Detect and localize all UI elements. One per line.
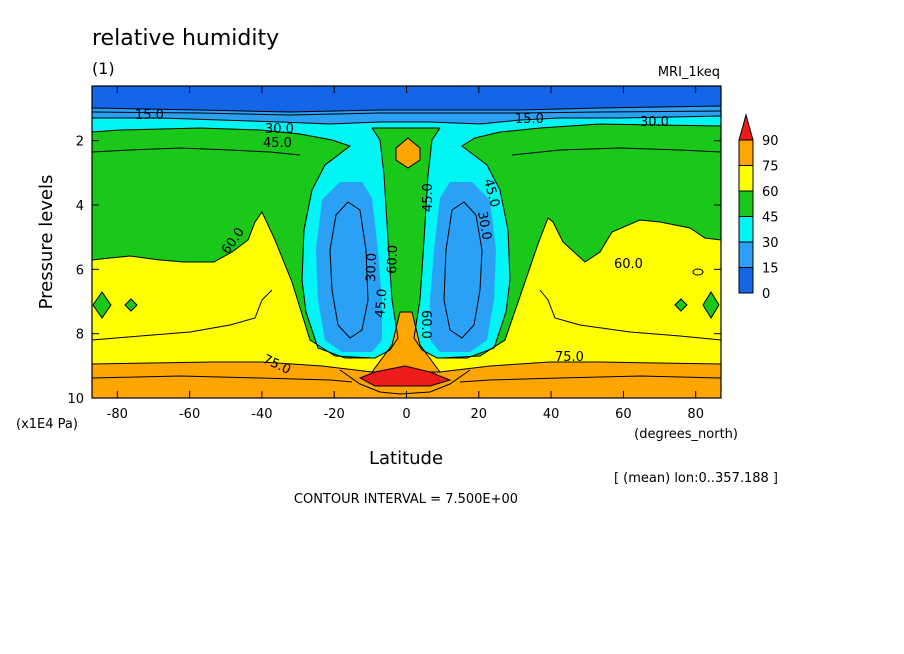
colorbar-label: 90	[762, 134, 779, 149]
colorbar-swatch	[738, 216, 754, 243]
colorbar-label: 0	[762, 287, 770, 302]
band-15-30-right	[430, 182, 496, 352]
diamond-left-small	[124, 298, 138, 312]
contour-label: 60.0	[418, 310, 433, 339]
x-tick-label: 60	[615, 407, 632, 422]
band-45-60	[92, 86, 721, 358]
diamond-left-large	[92, 291, 112, 319]
colorbar-swatch	[738, 241, 754, 268]
contour-interval: CONTOUR INTERVAL = 7.500E+00	[294, 492, 518, 507]
humidity-field: 15.0 15.0 30.0 30.0 45.0 45.0 45.0 45.0 …	[92, 86, 721, 398]
y-tick-label: 6	[76, 263, 84, 278]
y-tick-label: 4	[76, 199, 84, 214]
axes: -80 -60 -40 -20 0 20 40 60 80 2 4 6 8 10	[67, 86, 721, 422]
contour-label: 60.0	[614, 257, 643, 272]
chart-subtitle: (1)	[92, 59, 115, 78]
x-tick-label: 80	[687, 407, 704, 422]
contour-label: 45.0	[263, 136, 292, 151]
x-tick-label: 0	[402, 407, 410, 422]
x-axis-label: Latitude	[369, 448, 443, 469]
inner-contour-left	[329, 201, 369, 339]
contour-label: 30.0	[364, 253, 380, 282]
x-tick-label: -80	[107, 407, 128, 422]
colorbar-label: 45	[762, 211, 779, 226]
contour-label: 45.0	[421, 183, 436, 212]
contour-label: 75.0	[555, 350, 584, 365]
band-15-30-left	[316, 182, 382, 352]
contour-label: 15.0	[515, 112, 544, 127]
x-axis-unit: (degrees_north)	[634, 427, 738, 442]
contour-label: 45.0	[373, 288, 390, 318]
y-tick-label: 8	[76, 328, 84, 343]
contour-label: 30.0	[640, 115, 669, 130]
footer-note: [ (mean) lon:0..357.188 ]	[614, 471, 778, 486]
contour-label: 45.0	[480, 177, 502, 209]
diamond-right-large	[702, 291, 720, 319]
x-tick-label: -40	[251, 407, 272, 422]
colorbar-label: 15	[762, 262, 779, 277]
inner-contour-right	[443, 201, 483, 339]
colorbar: 0 15 30 45 60 75 90	[738, 113, 779, 302]
x-tick-label: 40	[543, 407, 560, 422]
x-tick-label: 20	[471, 407, 488, 422]
ring-right	[692, 268, 704, 276]
x-tick-label: -60	[179, 407, 200, 422]
chart-title: relative humidity	[92, 26, 279, 51]
y-tick-label: 2	[76, 135, 84, 150]
y-tick-label: 10	[67, 392, 84, 407]
blob-75-top	[395, 137, 421, 169]
contour-label: 60.0	[385, 245, 401, 274]
colorbar-swatch	[738, 267, 754, 294]
contour-label: 30.0	[474, 210, 494, 241]
colorbar-label: 75	[762, 160, 779, 175]
x-tick-label: -20	[324, 407, 345, 422]
colorbar-label: 60	[762, 185, 779, 200]
colorbar-swatch	[738, 165, 754, 192]
contour-label: 30.0	[265, 122, 294, 137]
blob-90	[358, 365, 452, 387]
colorbar-swatch	[738, 139, 754, 166]
contour-labels: 15.0 15.0 30.0 30.0 45.0 45.0 45.0 45.0 …	[135, 108, 669, 378]
contour-lines	[92, 105, 721, 395]
colorbar-label: 30	[762, 236, 779, 251]
colorbar-extend-arrow	[738, 113, 754, 141]
y-axis-unit: (x1E4 Pa)	[16, 417, 78, 432]
colorbar-swatch	[738, 190, 754, 217]
y-axis-label: Pressure levels	[36, 175, 57, 310]
band-0-15-top	[92, 86, 721, 112]
diamond-right-small	[674, 298, 688, 312]
model-label: MRI_1keq	[658, 65, 720, 80]
contour-label: 15.0	[135, 108, 164, 123]
